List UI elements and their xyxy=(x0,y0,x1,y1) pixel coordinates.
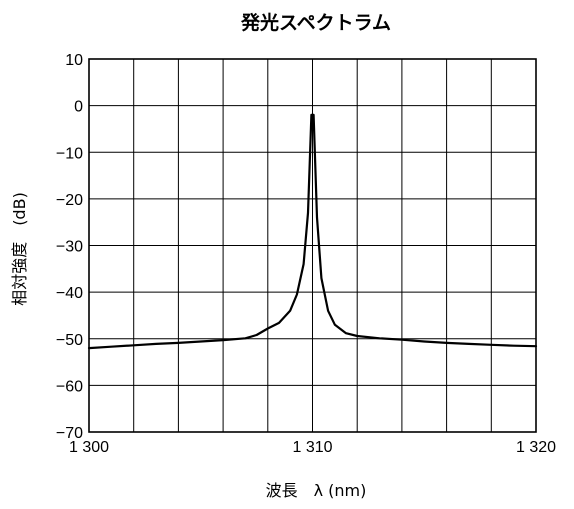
y-tick-label: −10 xyxy=(56,145,83,162)
spectrum-series-line xyxy=(87,113,538,350)
y-tick-label: −40 xyxy=(56,285,83,302)
y-tick-label: −70 xyxy=(56,425,83,442)
x-axis-label: 波長 λ (nm) xyxy=(266,481,367,500)
y-tick-label: −20 xyxy=(56,192,83,209)
x-tick-label: 1 300 xyxy=(69,439,109,456)
y-tick-label: −50 xyxy=(56,332,83,349)
plot-frame xyxy=(88,58,537,433)
y-tick-label: −30 xyxy=(56,239,83,256)
y-axis-label: 相対強度 (dB) xyxy=(10,192,29,306)
y-tick-label: 0 xyxy=(74,99,83,116)
series-layer xyxy=(87,113,538,350)
tick-labels: 10 0 −10 −20 −30 −40 −50 −60 −701 300 1 310 1 320 xyxy=(56,52,556,456)
chart-title: 発光スペクトラム xyxy=(240,11,391,34)
y-tick-label: 10 xyxy=(65,52,83,69)
x-tick-label: 1 310 xyxy=(292,439,332,456)
x-tick-label: 1 320 xyxy=(516,439,556,456)
y-tick-label: −60 xyxy=(56,378,83,395)
